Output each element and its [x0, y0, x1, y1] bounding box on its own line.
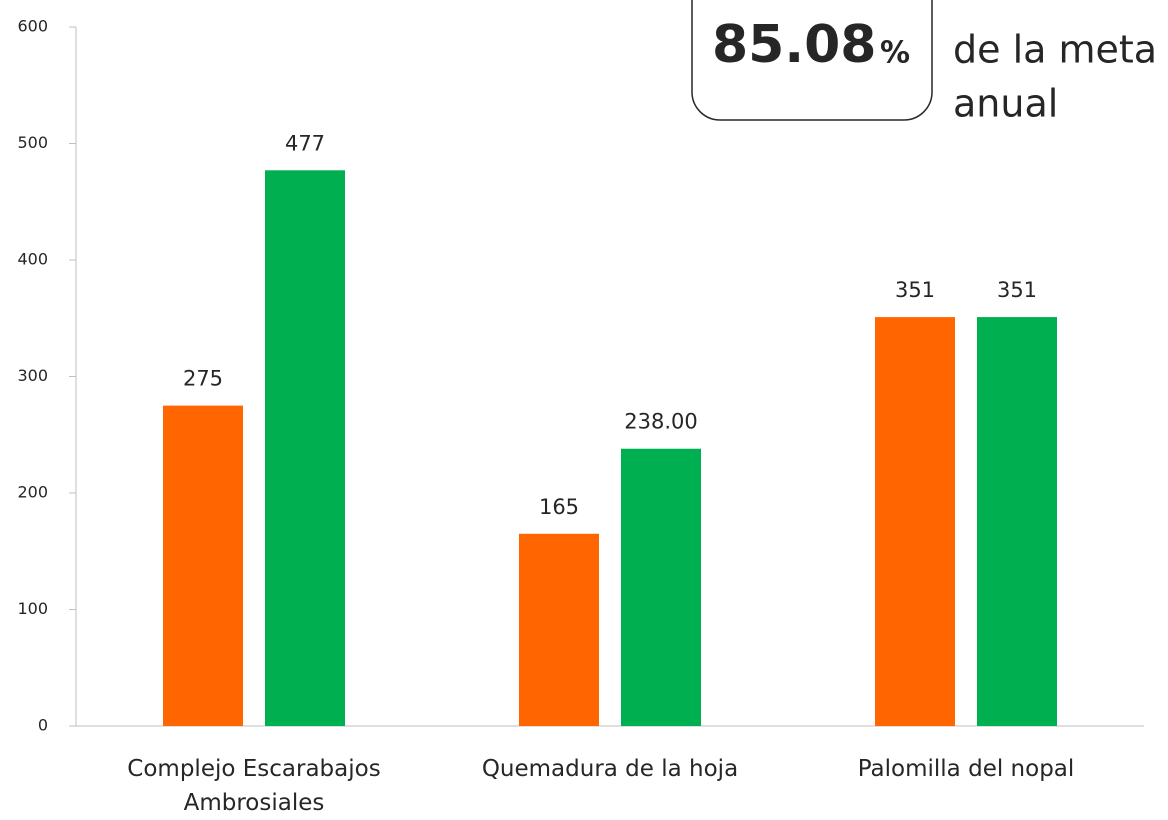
data-label: 275	[183, 367, 223, 391]
data-label: 351	[997, 278, 1037, 302]
y-tick-label: 100	[17, 599, 48, 618]
x-tick-label: Complejo Escarabajos Ambrosiales	[127, 756, 381, 816]
y-tick-label: 600	[17, 17, 48, 36]
bar	[163, 405, 243, 726]
y-tick-label: 300	[17, 366, 48, 385]
x-tick-label: Palomilla del nopal	[857, 756, 1075, 782]
annotation-text: anual	[953, 82, 1058, 126]
bar	[977, 317, 1057, 726]
bar	[621, 448, 701, 726]
y-tick-label: 0	[38, 716, 48, 735]
y-tick-label: 200	[17, 483, 48, 502]
data-label: 351	[895, 278, 935, 302]
data-label: 238.00	[624, 410, 697, 434]
bar	[519, 533, 599, 726]
y-tick-label: 500	[17, 133, 48, 152]
annotation-box	[691, 0, 933, 121]
x-tick-label: Quemadura de la hoja	[481, 756, 739, 782]
annotation-text: de la meta	[953, 28, 1157, 72]
data-label: 477	[285, 131, 325, 155]
y-tick-label: 400	[17, 250, 48, 269]
bar	[265, 170, 345, 727]
annotation-value: 85.08	[712, 15, 876, 75]
annotation-unit: %	[880, 36, 910, 71]
bar	[875, 317, 955, 726]
data-label: 165	[539, 495, 579, 519]
